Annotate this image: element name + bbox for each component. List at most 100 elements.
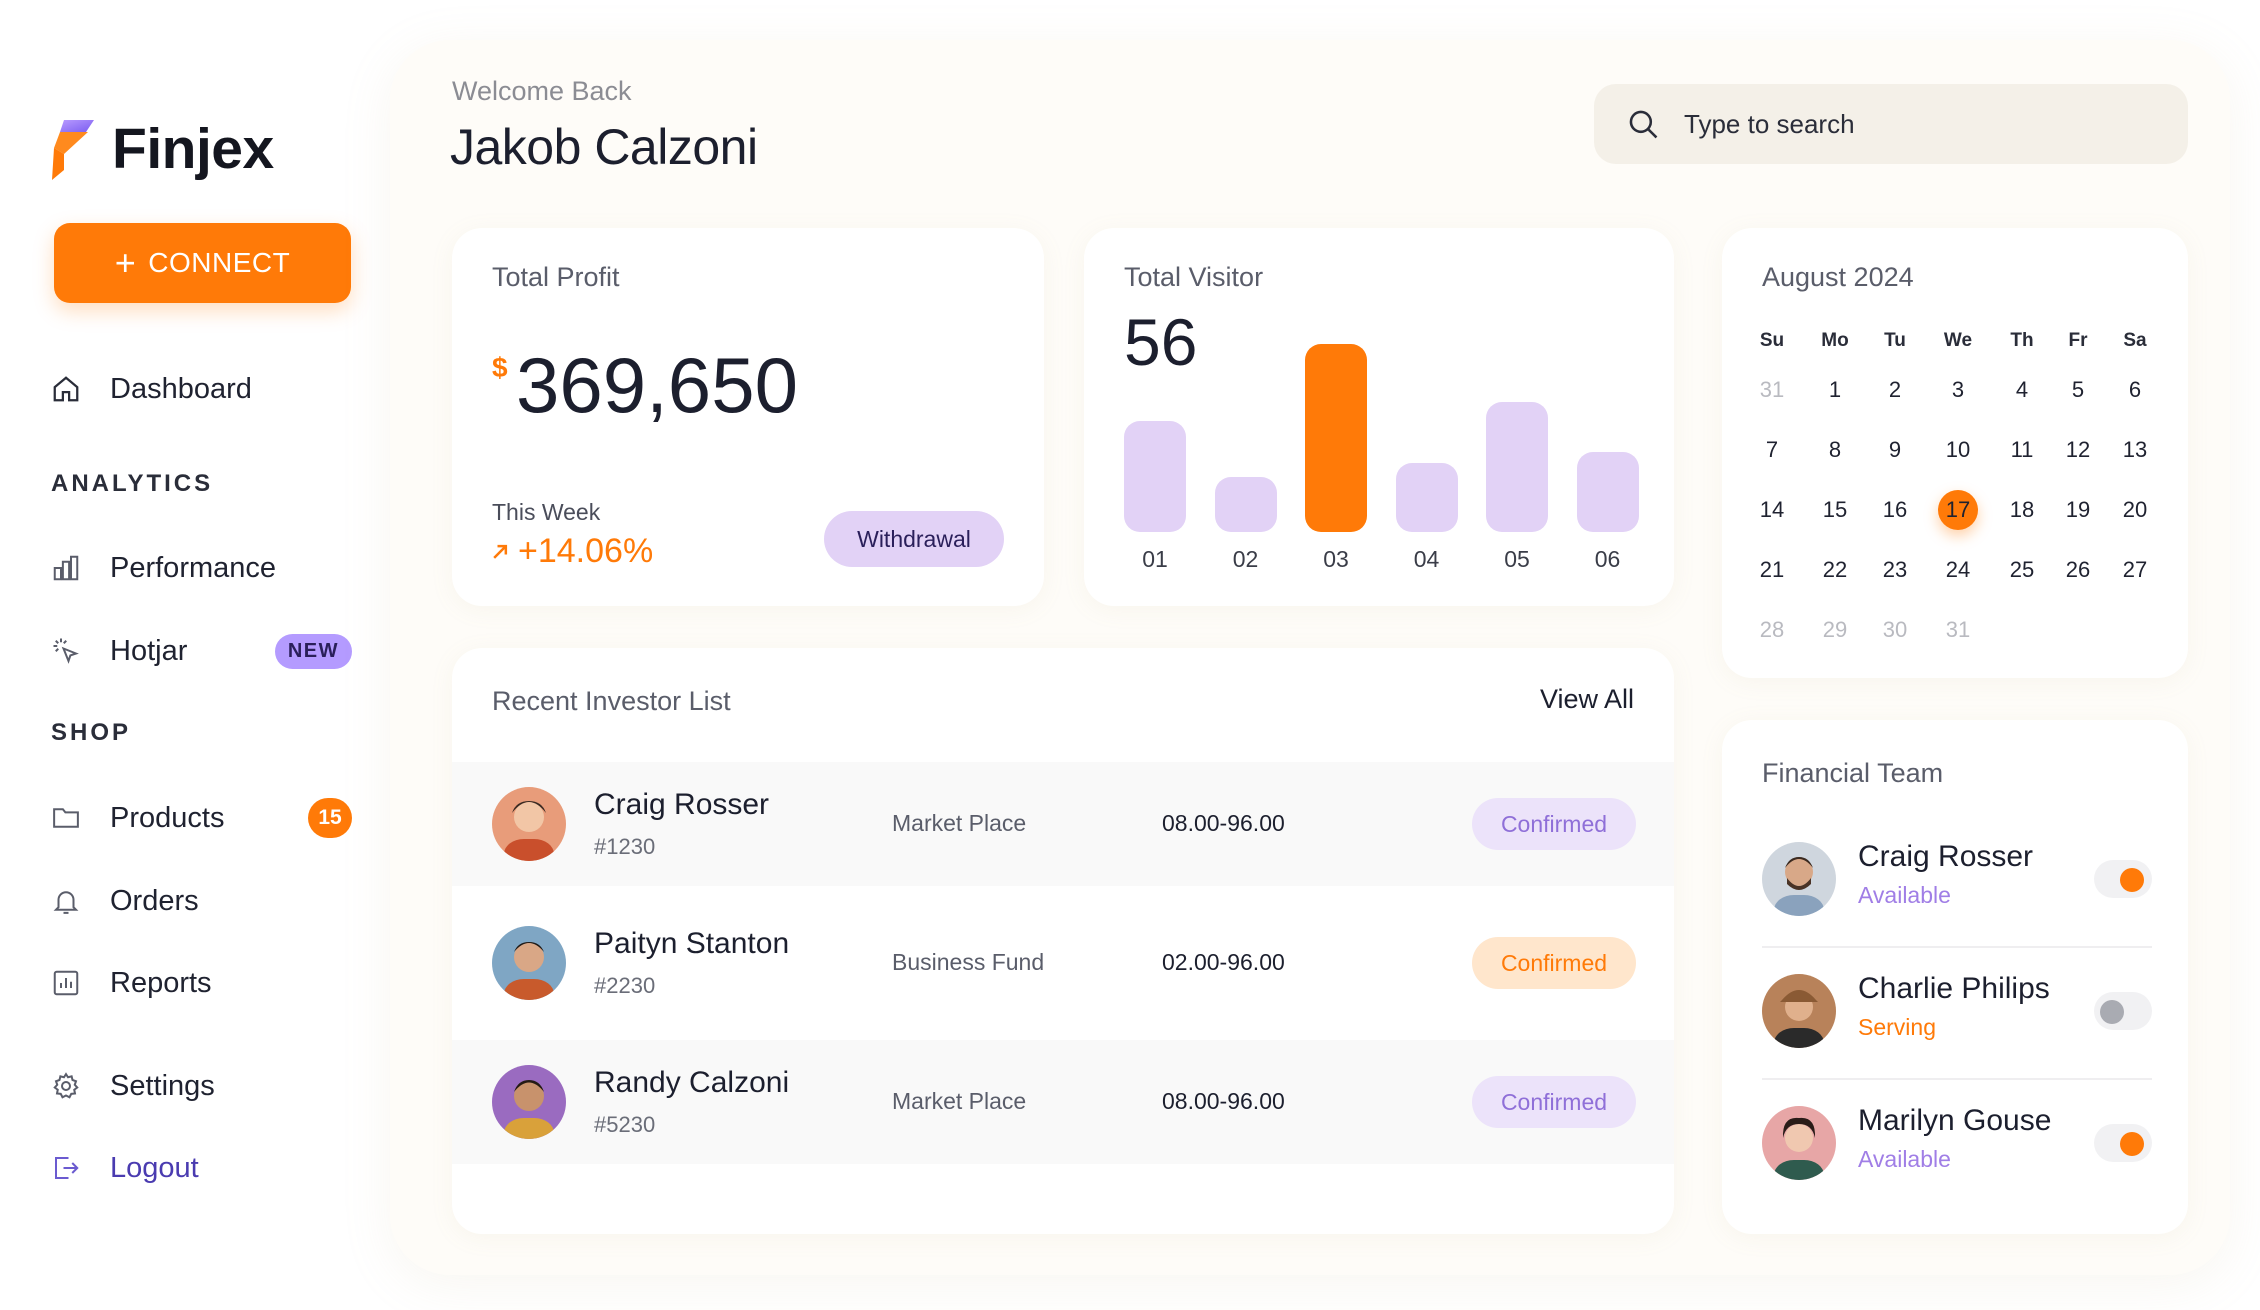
calendar-day[interactable]: 24 — [1945, 557, 1971, 582]
toggle-knob — [2120, 868, 2144, 892]
availability-toggle[interactable] — [2094, 992, 2152, 1030]
total-visitor-title: Total Visitor — [1124, 262, 1264, 292]
weekday-label: Tu — [1884, 330, 1906, 351]
availability-toggle[interactable] — [2094, 860, 2152, 898]
report-chart-icon — [50, 967, 82, 999]
nav-settings[interactable]: Settings — [50, 1061, 352, 1111]
calendar-day[interactable]: 28 — [1759, 617, 1785, 642]
calendar-day[interactable]: 29 — [1822, 617, 1848, 642]
calendar-day[interactable]: 14 — [1759, 497, 1785, 522]
visitor-bar-02[interactable] — [1214, 477, 1277, 532]
calendar-day[interactable]: 9 — [1888, 437, 1902, 462]
visitor-bar-label: 06 — [1594, 546, 1621, 572]
visitor-bar-label: 01 — [1142, 546, 1168, 572]
logout-icon — [50, 1152, 82, 1184]
calendar-day[interactable]: 31 — [1945, 617, 1971, 642]
connect-button[interactable]: + CONNECT — [54, 223, 351, 303]
status-badge: Confirmed — [1472, 937, 1636, 989]
table-row[interactable]: Randy Calzoni #5230 Market Place 08.00-9… — [452, 1040, 1674, 1164]
calendar-day[interactable]: 23 — [1882, 557, 1908, 582]
total-visitor-card: Total Visitor 56 01 02 03 04 05 06 — [1084, 228, 1674, 606]
weekday-label: We — [1943, 330, 1973, 351]
analytics-section-title: ANALYTICS — [51, 470, 214, 497]
calendar-day[interactable]: 16 — [1882, 497, 1908, 522]
calendar-day[interactable]: 5 — [2071, 377, 2085, 402]
weekday-label: Sa — [2123, 330, 2147, 351]
calendar-day[interactable]: 30 — [1882, 617, 1908, 642]
calendar-day-selected[interactable]: 17 — [1945, 497, 1971, 522]
visitor-bar-04[interactable] — [1395, 463, 1458, 532]
withdrawal-button[interactable]: Withdrawal — [824, 511, 1004, 567]
calendar-day[interactable]: 26 — [2065, 557, 2091, 582]
investor-range: 08.00-96.00 — [1162, 1088, 1285, 1114]
total-visitor-value: 56 — [1124, 305, 1198, 379]
gear-icon — [50, 1070, 82, 1102]
total-profit-value: 369,650 — [516, 341, 798, 429]
status-badge: Confirmed — [1472, 798, 1636, 850]
calendar-day[interactable]: 31 — [1759, 377, 1785, 402]
calendar-day[interactable]: 10 — [1945, 437, 1971, 462]
calendar-day[interactable]: 8 — [1828, 437, 1842, 462]
visitor-bar-05[interactable] — [1486, 402, 1548, 532]
weekday-label: Th — [2010, 330, 2034, 351]
nav-products[interactable]: Products 15 — [50, 793, 352, 843]
investor-name: Paityn Stanton — [594, 927, 790, 960]
week-change: +14.06% — [490, 532, 653, 571]
avatar — [492, 787, 566, 861]
brand-name: Finjex — [112, 117, 274, 181]
calendar-day[interactable]: 19 — [2065, 497, 2091, 522]
nav-hotjar[interactable]: Hotjar NEW — [50, 626, 352, 676]
nav-reports[interactable]: Reports — [50, 958, 352, 1008]
calendar-day[interactable]: 20 — [2122, 497, 2148, 522]
calendar-day[interactable]: 15 — [1822, 497, 1848, 522]
calendar-day[interactable]: 25 — [2009, 557, 2035, 582]
visitor-bar-01[interactable] — [1124, 421, 1186, 532]
availability-toggle[interactable] — [2094, 1124, 2152, 1162]
calendar-day[interactable]: 12 — [2065, 437, 2091, 462]
folder-icon — [50, 802, 82, 834]
calendar-day[interactable]: 2 — [1888, 377, 1902, 402]
investor-type: Market Place — [892, 1088, 1027, 1114]
avatar — [492, 1065, 566, 1139]
search-input[interactable] — [1684, 108, 2164, 140]
calendar-day[interactable]: 6 — [2128, 377, 2142, 402]
calendar-day[interactable]: 13 — [2122, 437, 2148, 462]
search-bar[interactable] — [1594, 84, 2188, 164]
visitor-bar-label: 04 — [1413, 546, 1440, 572]
week-change-value: +14.06% — [518, 532, 654, 570]
table-row[interactable]: Paityn Stanton #2230 Business Fund 02.00… — [452, 901, 1674, 1025]
view-all-link[interactable]: View All — [1539, 684, 1634, 714]
team-member[interactable]: Craig Rosser Available — [1762, 836, 2152, 928]
home-icon — [50, 373, 82, 405]
connect-label: CONNECT — [148, 247, 291, 278]
visitor-bar-06[interactable] — [1576, 452, 1639, 532]
calendar-day[interactable]: 4 — [2015, 377, 2029, 402]
calendar-day[interactable]: 7 — [1765, 437, 1779, 462]
nav-dashboard[interactable]: Dashboard — [50, 364, 352, 414]
calendar-day[interactable]: 3 — [1951, 377, 1965, 402]
weekday-label: Su — [1759, 330, 1785, 351]
visitor-bar-label: 05 — [1504, 546, 1530, 572]
calendar-day[interactable]: 11 — [2010, 437, 2034, 462]
nav-logout[interactable]: Logout — [50, 1143, 352, 1193]
status-badge: Confirmed — [1472, 1076, 1636, 1128]
nav-orders[interactable]: Orders — [50, 876, 352, 926]
sidebar: Finjex + CONNECT Dashboard ANALYTICS Per… — [0, 0, 380, 1310]
nav-performance[interactable]: Performance — [50, 543, 352, 593]
calendar-day[interactable]: 27 — [2122, 557, 2148, 582]
table-row[interactable]: Craig Rosser #1230 Market Place 08.00-96… — [452, 762, 1674, 886]
investor-id: #2230 — [594, 973, 656, 998]
team-member[interactable]: Charlie Philips Serving — [1762, 968, 2152, 1060]
calendar-day[interactable]: 1 — [1828, 377, 1842, 402]
divider — [1762, 946, 2152, 948]
calendar-day[interactable]: 22 — [1822, 557, 1848, 582]
avatar — [1762, 842, 1836, 916]
brand-logo[interactable]: Finjex — [50, 116, 274, 182]
nav-logout-label: Logout — [110, 1151, 199, 1184]
visitor-bar-03[interactable] — [1305, 344, 1367, 532]
investor-name: Randy Calzoni — [594, 1066, 790, 1099]
calendar-day[interactable]: 18 — [2009, 497, 2035, 522]
investor-list-title: Recent Investor List — [492, 686, 731, 716]
team-member[interactable]: Marilyn Gouse Available — [1762, 1100, 2152, 1192]
calendar-day[interactable]: 21 — [1759, 557, 1785, 582]
